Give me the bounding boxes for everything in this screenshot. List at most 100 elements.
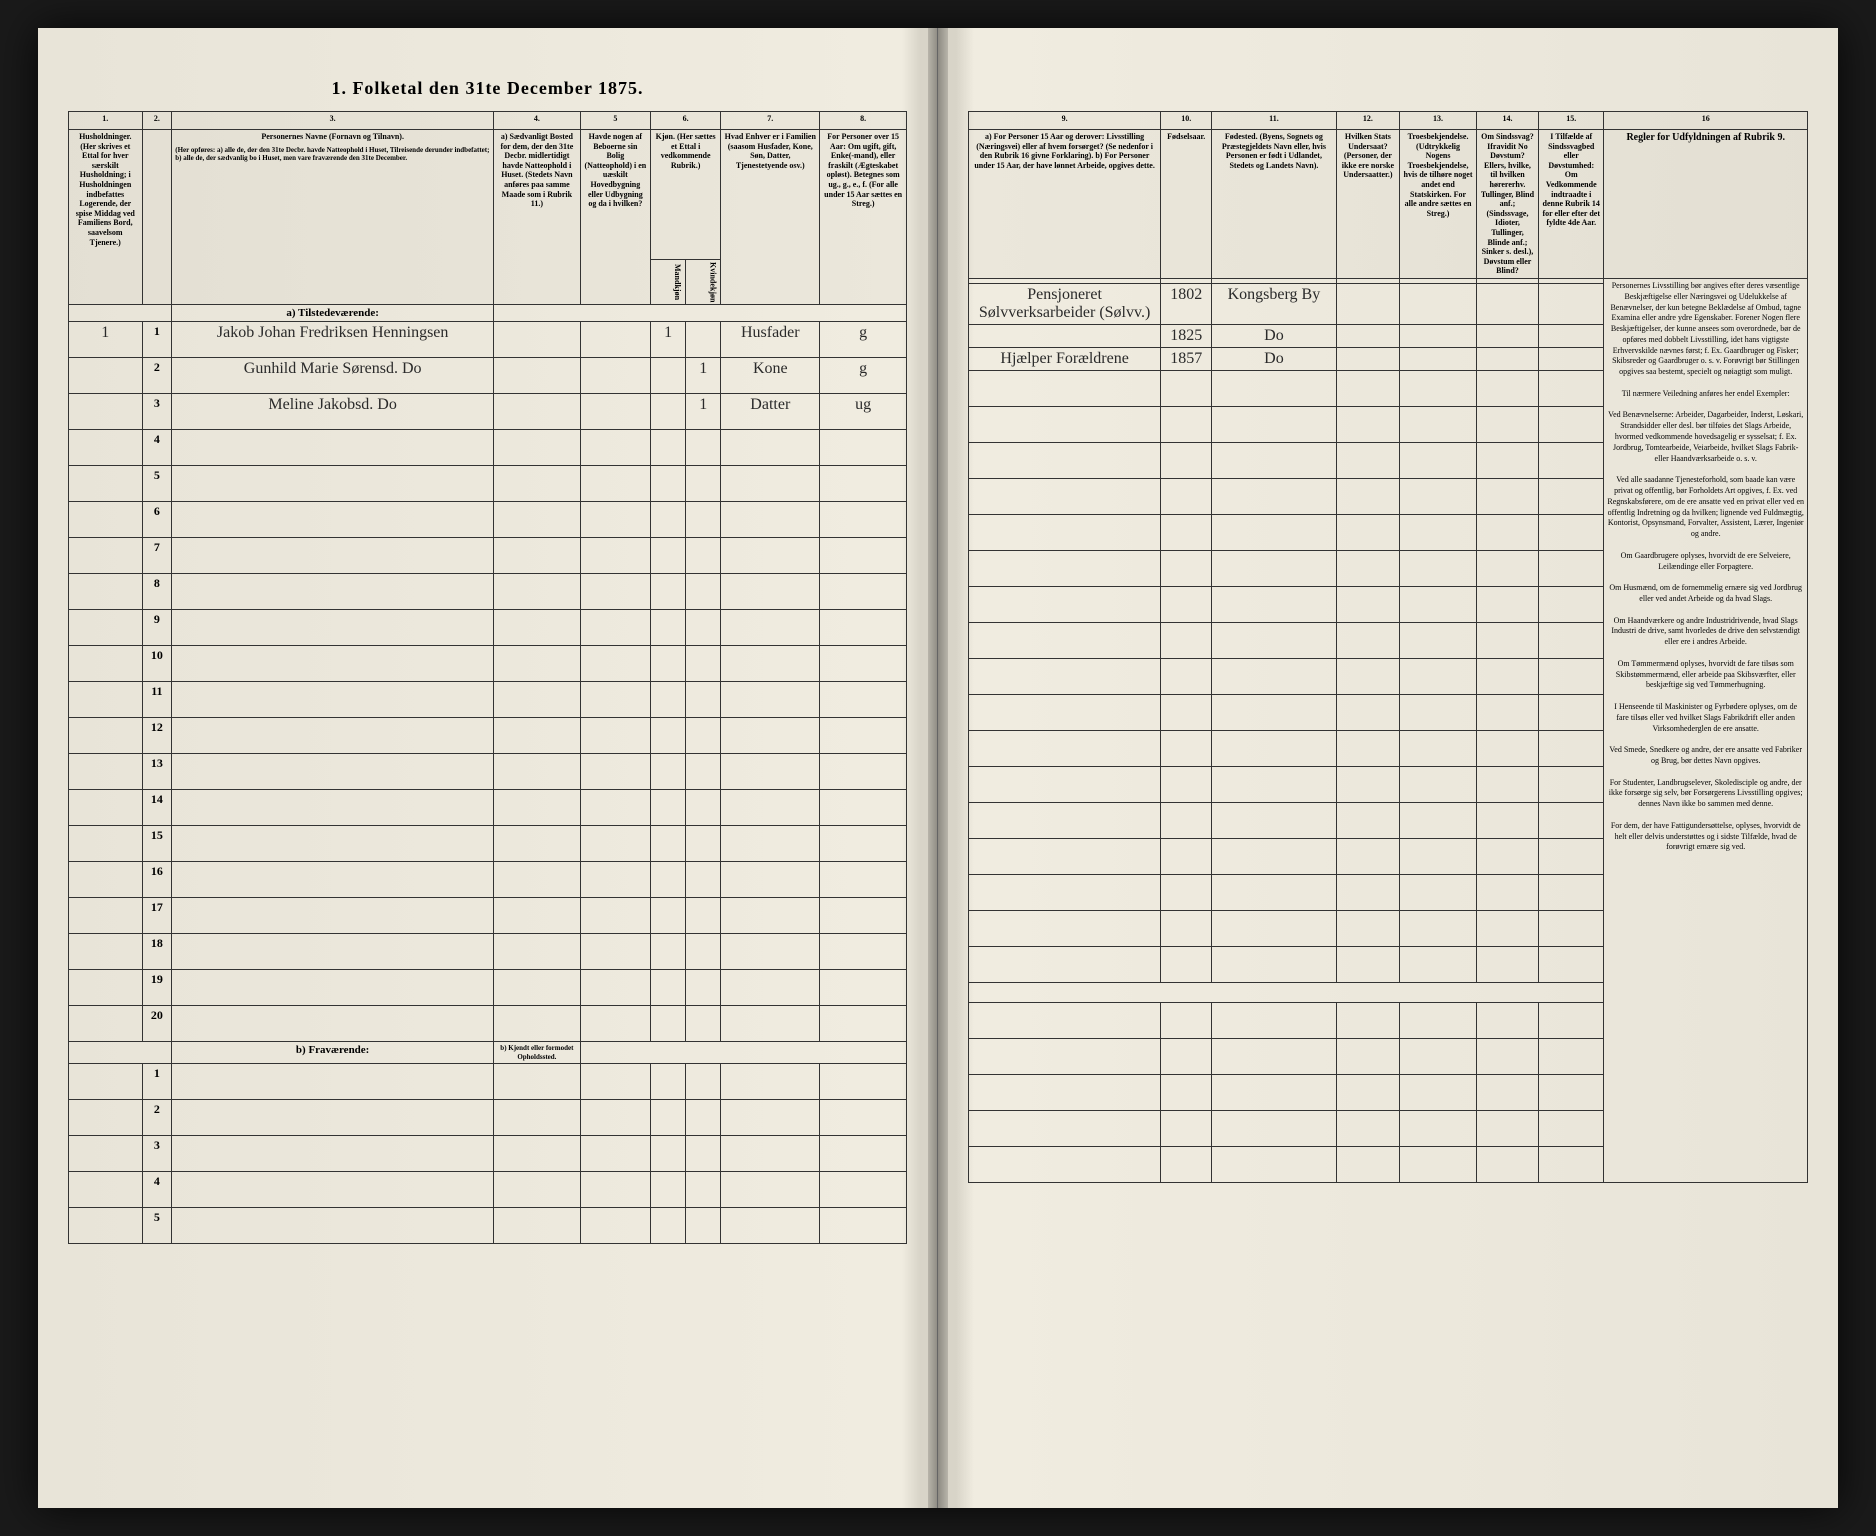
row-number: 3 [142,394,172,430]
empty-row-b: 1 [69,1063,907,1099]
cell-c14 [1476,324,1538,347]
cell-c7: Datter [721,394,820,430]
data-row: 2 Gunhild Marie Sørensd. Do 1 Kone g [69,358,907,394]
coln-6: 6. [651,112,721,130]
cell-c13 [1400,324,1477,347]
coln-11: 11. [1212,112,1336,130]
h-c6: Kjøn. (Her sættes et Ettal i vedkommende… [651,130,721,260]
row-number: 2 [142,358,172,394]
row-number: 9 [142,610,172,646]
h-c6b: Kvindekjøn [686,260,721,305]
h-c16-title: Regler for Udfyldningen af Rubrik 9. [1607,132,1804,144]
coln-3: 3. [172,112,494,130]
row-number: 12 [142,718,172,754]
empty-row: 20 [69,1006,907,1042]
h-c4: a) Sædvanligt Bosted for dem, der den 31… [494,130,581,305]
row-number: 3 [142,1135,172,1171]
data-row: 1 1 Jakob Johan Fredriksen Henningsen 1 … [69,322,907,358]
row-number: 18 [142,934,172,970]
cell-name: Meline Jakobsd. Do [172,394,494,430]
section-b-label: b) Fraværende: [172,1042,494,1063]
cell-c4 [494,394,581,430]
h-c1: Husholdninger. (Her skrives et Ettal for… [69,130,143,305]
cell-c5 [580,322,650,358]
cell-c11: Kongsberg By [1212,283,1336,324]
row-number: 4 [142,1171,172,1207]
cell-c11: Do [1212,347,1336,370]
cell-c12 [1336,283,1400,324]
h-c9: a) For Personer 15 Aar og derover: Livss… [969,130,1161,279]
empty-row-b: 4 [69,1171,907,1207]
h-c3: Personernes Navne (Fornavn og Tilnavn). … [172,130,494,305]
left-page: 1. Folketal den 31te December 1875. 1. 2… [38,28,938,1508]
empty-row: 18 [69,934,907,970]
rubrik-16-text: Personernes Livsstilling bør angives eft… [1604,278,1808,1182]
empty-row-b: 2 [69,1099,907,1135]
header-row: Husholdninger. (Her skrives et Ettal for… [69,130,907,260]
cell-c8: g [820,358,907,394]
empty-row: 5 [69,466,907,502]
colnum-row-r: 9. 10. 11. 12. 13. 14. 15. 16 [969,112,1808,130]
h-c6a: Mandkjøn [651,260,686,305]
row-number: 5 [142,466,172,502]
cell-c9 [969,324,1161,347]
cell-c9: Hjælper Forældrene [969,347,1161,370]
page-title-right [968,78,1808,99]
row-number: 19 [142,970,172,1006]
cell-c8: g [820,322,907,358]
cell-c15 [1539,324,1604,347]
cell-c13 [1400,283,1477,324]
coln-7: 7. [721,112,820,130]
empty-row: 15 [69,826,907,862]
page-title-left: 1. Folketal den 31te December 1875. [68,78,907,99]
cell-c6a [651,394,686,430]
ledger-table-left: 1. 2. 3. 4. 5 6. 7. 8. Husholdninger. (H… [68,111,907,1244]
cell-c14 [1476,347,1538,370]
empty-row: 7 [69,538,907,574]
h-c14: Om Sindssvag? Ifravidit No Døvstum? Elle… [1476,130,1538,279]
h-c5: Havde nogen af Beboerne sin Bolig (Natte… [580,130,650,305]
row-number: 1 [142,322,172,358]
right-page: 9. 10. 11. 12. 13. 14. 15. 16 a) For Per… [938,28,1838,1508]
cell-c12 [1336,347,1400,370]
h-c16: Regler for Udfyldningen af Rubrik 9. [1604,130,1808,279]
cell-c5 [580,394,650,430]
row-number: 1 [142,1063,172,1099]
cell-c11: Do [1212,324,1336,347]
cell-c6a: 1 [651,322,686,358]
empty-row: 13 [69,754,907,790]
row-number: 10 [142,646,172,682]
cell-c15 [1539,347,1604,370]
empty-row: 9 [69,610,907,646]
row-number: 17 [142,898,172,934]
h-c2 [142,130,172,305]
cell-hh [69,358,143,394]
cell-c6b: 1 [686,394,721,430]
cell-c15 [1539,283,1604,324]
tbody-right: Personernes Livsstilling bør angives eft… [969,278,1808,1182]
empty-row: 16 [69,862,907,898]
cell-c9: Pensjoneret Sølvverksarbeider (Sølvv.) [969,283,1161,324]
empty-row: 4 [69,430,907,466]
header-row-r: a) For Personer 15 Aar og derover: Livss… [969,130,1808,279]
row-number: 7 [142,538,172,574]
h-c13: Troesbekjendelse. (Udtrykkelig Nogens Tr… [1400,130,1477,279]
cell-c10: 1802 [1161,283,1212,324]
empty-row: 12 [69,718,907,754]
book-spine [928,28,948,1508]
empty-row: 10 [69,646,907,682]
data-row: 3 Meline Jakobsd. Do 1 Datter ug [69,394,907,430]
cell-hh: 1 [69,322,143,358]
cell-c8: ug [820,394,907,430]
row-number: 2 [142,1099,172,1135]
cell-c6b: 1 [686,358,721,394]
coln-9: 9. [969,112,1161,130]
cell-c14 [1476,283,1538,324]
cell-c4 [494,358,581,394]
coln-16: 16 [1604,112,1808,130]
row-number: 16 [142,862,172,898]
cell-c13 [1400,347,1477,370]
row-number: 15 [142,826,172,862]
h-c3-title: Personernes Navne (Fornavn og Tilnavn). [175,132,490,142]
empty-row: 8 [69,574,907,610]
